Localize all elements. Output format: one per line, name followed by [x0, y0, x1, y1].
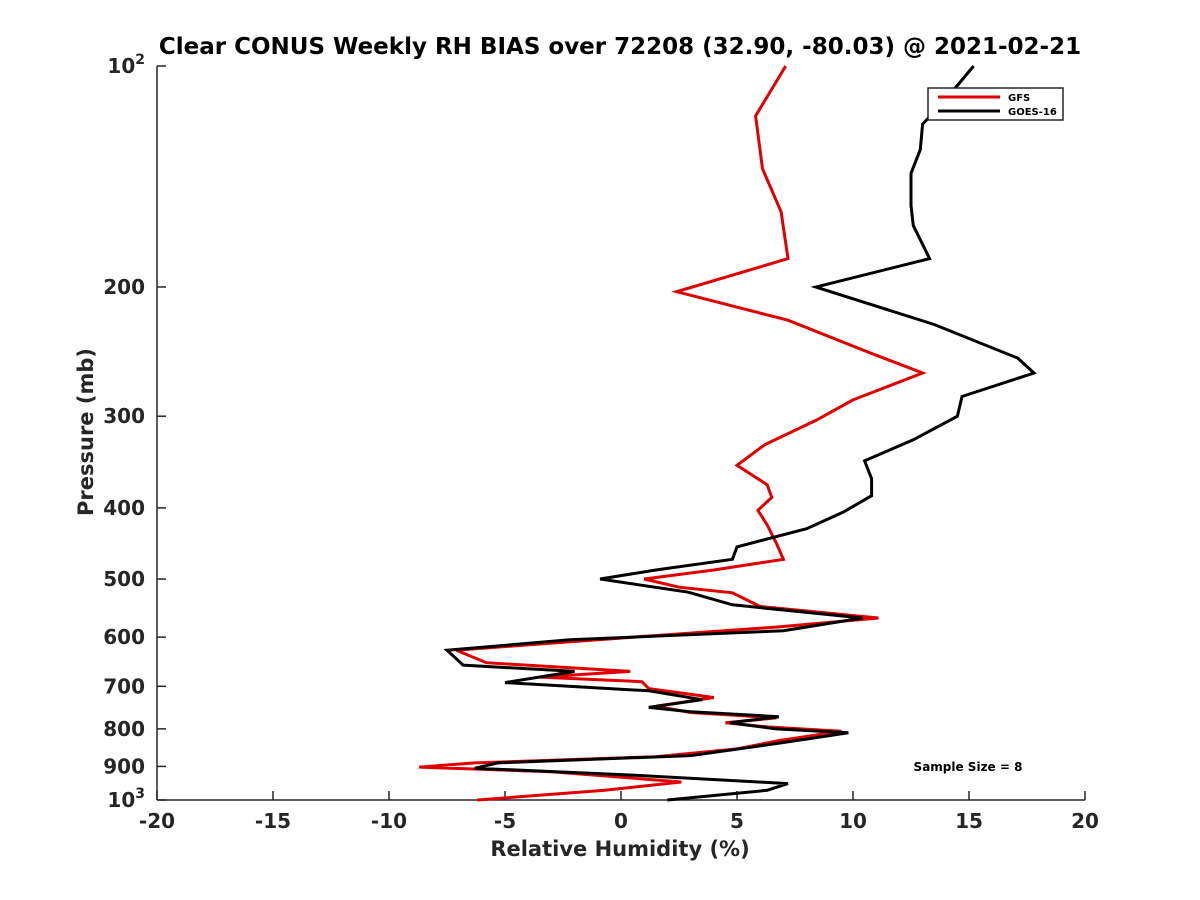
y-tick-label: 102 — [107, 52, 145, 78]
x-tick-label: 0 — [614, 809, 628, 833]
y-tick-label: 500 — [103, 567, 145, 591]
series-line-gfs — [419, 65, 927, 802]
chart-title: Clear CONUS Weekly RH BIAS over 72208 (3… — [159, 34, 1081, 60]
sample-size-annotation: Sample Size = 8 — [914, 760, 1023, 774]
series-line-goes-16 — [443, 65, 1037, 802]
y-tick-label: 300 — [103, 404, 145, 428]
y-tick-label: 600 — [103, 625, 145, 649]
x-tick-label: -5 — [494, 809, 516, 833]
x-tick-label: 20 — [1071, 809, 1099, 833]
plot-axes: -20 -15 -10 -5 0 5 10 15 20 102 200 300 400 500 600 700… — [103, 52, 1099, 833]
y-tick-label: 103 — [107, 786, 145, 812]
y-tick-label: 200 — [103, 275, 145, 299]
x-tick-label: -10 — [371, 809, 407, 833]
y-tick-label: 700 — [103, 674, 145, 698]
legend-box — [927, 87, 1064, 121]
y-axis-label: Pressure (mb) — [74, 348, 98, 516]
legend: GFS GOES-16 — [927, 87, 1064, 121]
x-axis-label: Relative Humidity (%) — [490, 837, 749, 861]
x-tick-label: -20 — [139, 809, 175, 833]
y-tick-label: 900 — [103, 754, 145, 778]
x-tick-label: 15 — [955, 809, 983, 833]
x-tick-label: -15 — [255, 809, 291, 833]
x-tick-label: 5 — [730, 809, 744, 833]
y-tick-label: 800 — [103, 717, 145, 741]
legend-label: GFS — [1008, 93, 1030, 104]
series-layer — [419, 65, 1037, 802]
legend-label: GOES-16 — [1008, 107, 1057, 118]
x-tick-label: 10 — [839, 809, 867, 833]
y-tick-label: 400 — [103, 496, 145, 520]
